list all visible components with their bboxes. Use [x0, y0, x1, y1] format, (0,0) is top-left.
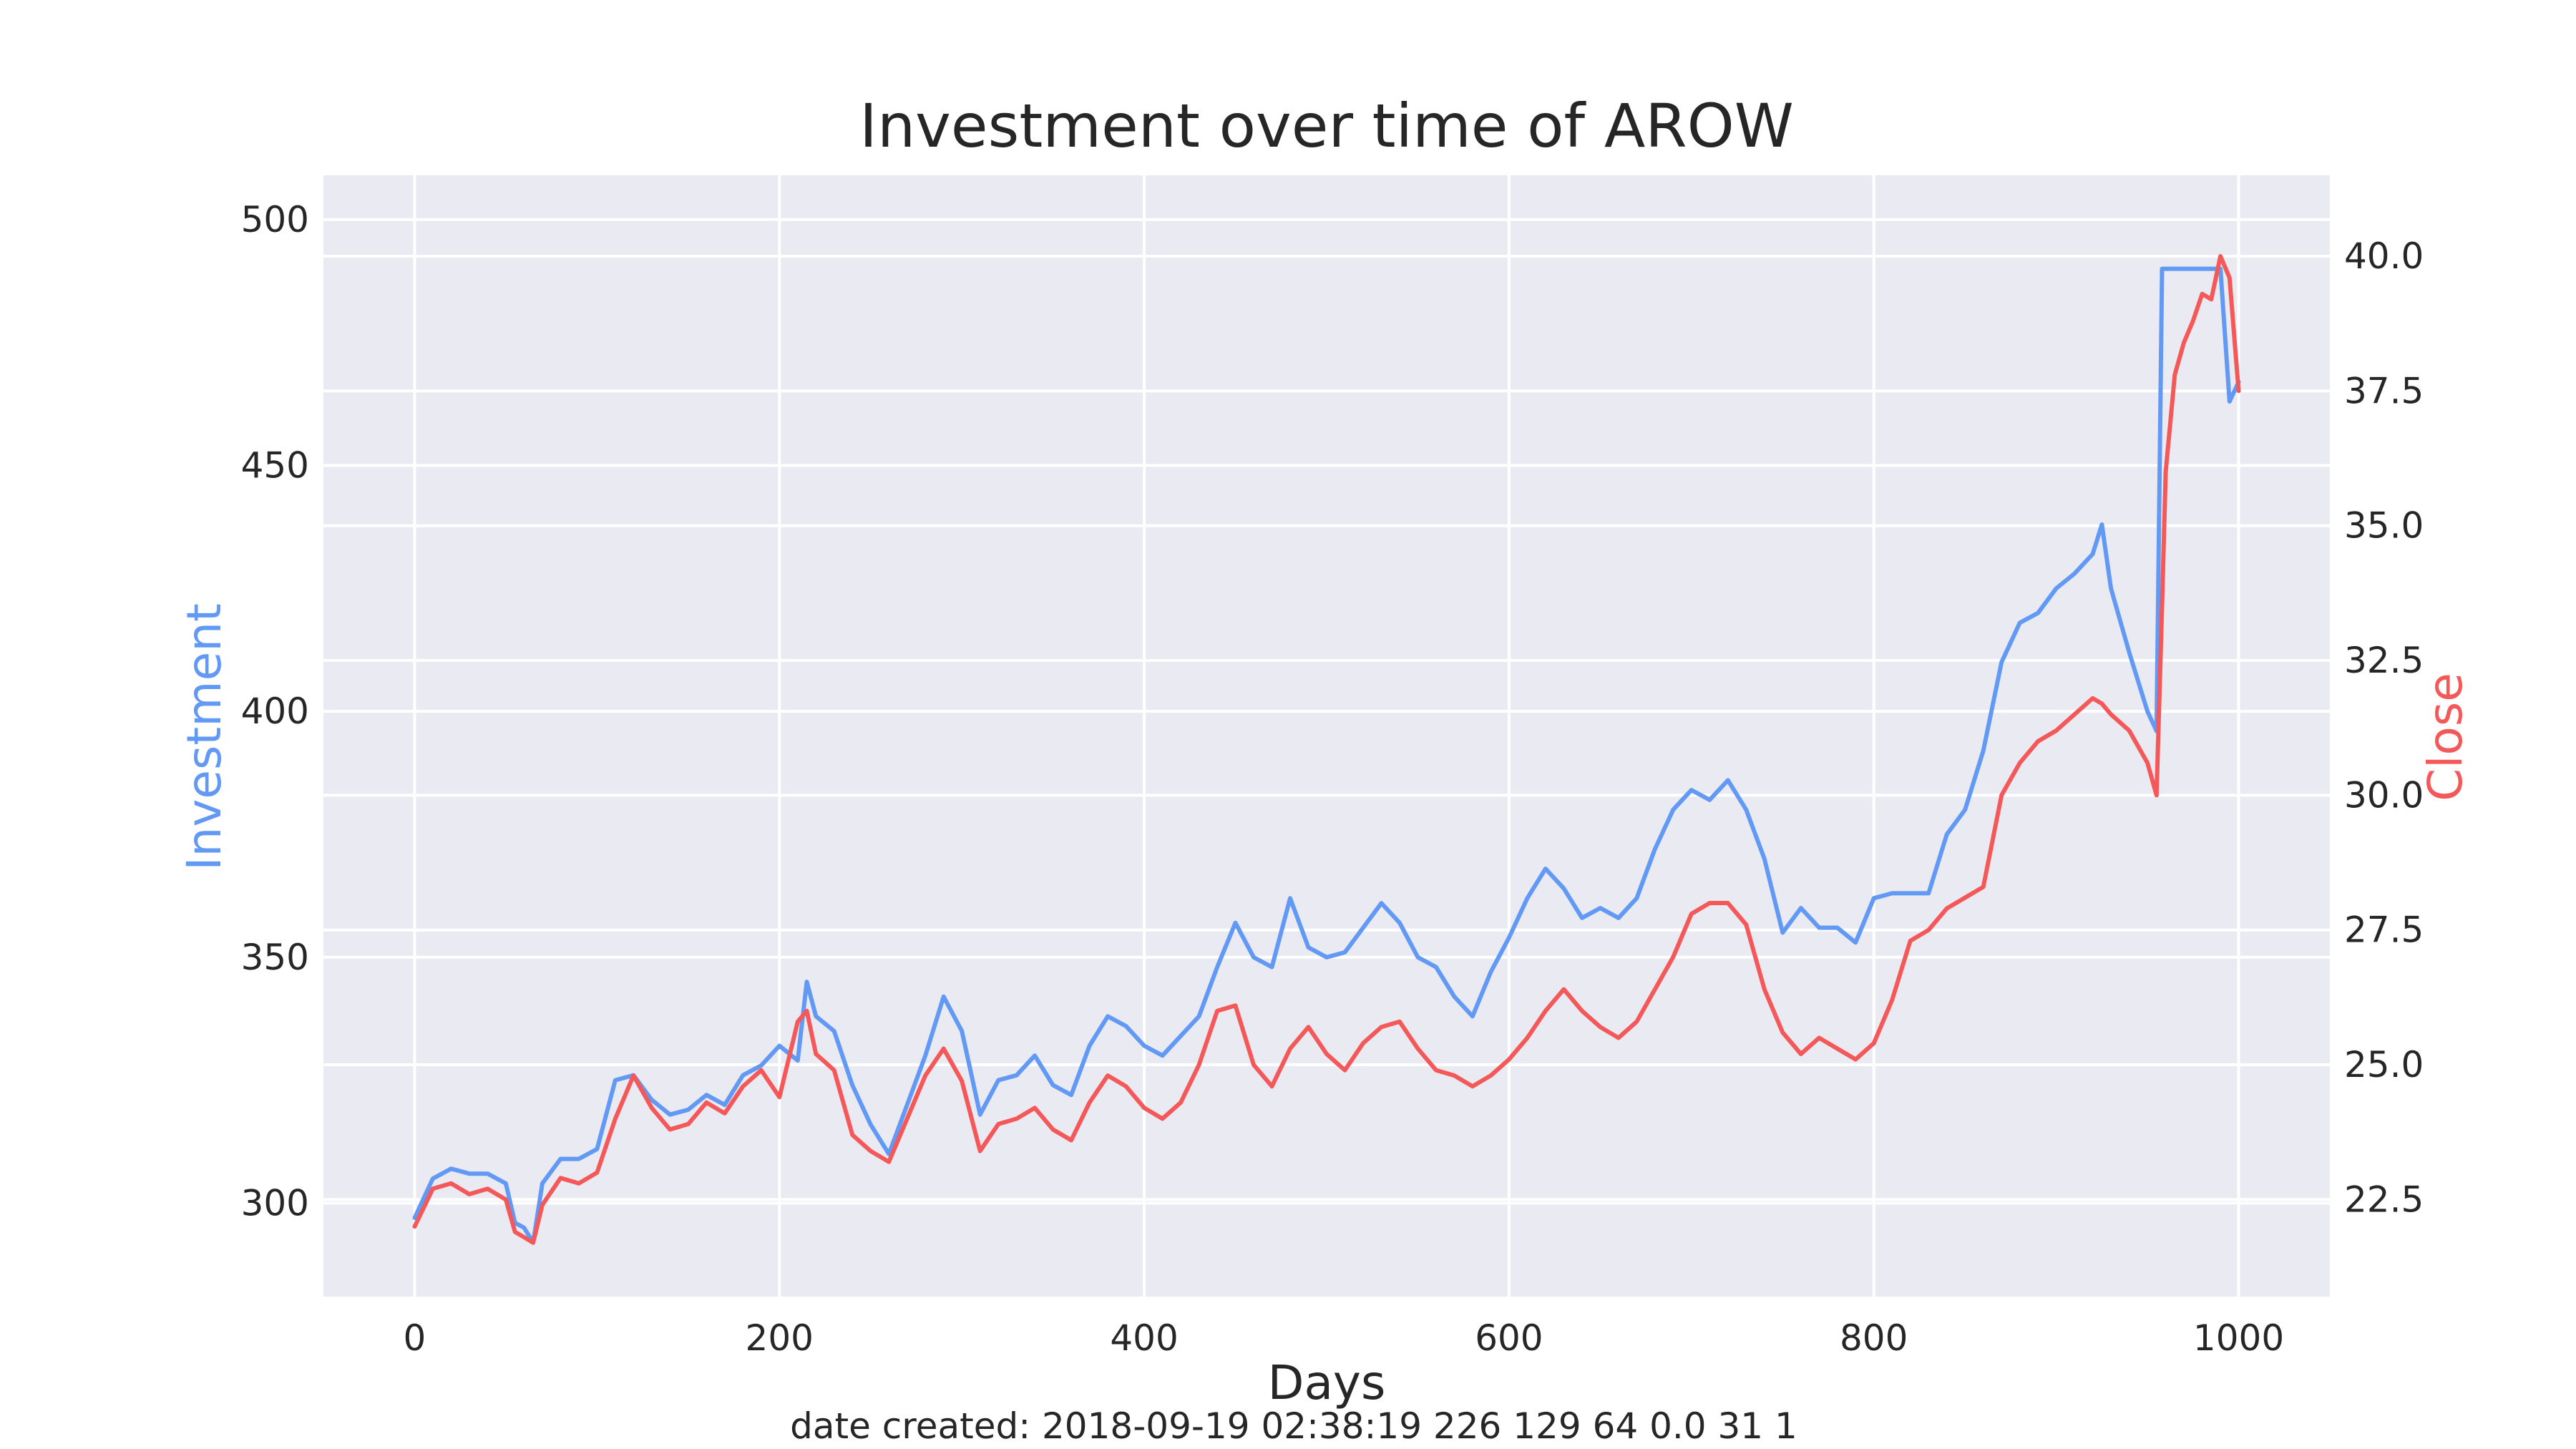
left-y-tick-label: 400	[241, 691, 309, 732]
left-y-axis-label: Investment	[177, 603, 232, 871]
right-y-tick-label: 22.5	[2344, 1179, 2424, 1220]
x-tick-label: 400	[1110, 1317, 1178, 1359]
plot-background	[323, 175, 2330, 1297]
series-line-investment	[412, 266, 2241, 1245]
x-tick-label: 800	[1840, 1317, 1908, 1359]
right-y-tick-label: 32.5	[2344, 640, 2424, 681]
x-tick-label: 200	[746, 1317, 814, 1359]
x-gridlines	[413, 175, 2240, 1297]
x-tick-labels: 0 200 400 600 800 1000	[404, 1317, 2285, 1359]
left-y-tick-label: 450	[241, 444, 309, 486]
x-axis-label: Days	[1268, 1355, 1386, 1410]
left-y-tick-label: 350	[241, 937, 309, 978]
right-y-tick-labels: 22.5 25.0 27.5 30.0 32.5 35.0 37.5 40.0	[2344, 235, 2424, 1220]
right-y-tick-label: 30.0	[2344, 774, 2424, 816]
right-y-tick-label: 35.0	[2344, 505, 2424, 547]
right-y-tick-label: 25.0	[2344, 1044, 2424, 1085]
right-y-tick-label: 40.0	[2344, 235, 2424, 277]
right-y-tick-label: 27.5	[2344, 909, 2424, 951]
right-y-gridlines	[323, 255, 2330, 1201]
left-y-tick-labels: 300 350 400 450 500	[241, 199, 309, 1224]
left-y-gridlines	[323, 218, 2330, 1205]
series-line-close	[412, 254, 2241, 1245]
x-tick-label: 600	[1475, 1317, 1543, 1359]
footer-date-created: date created: 2018-09-19 02:38:19 226 12…	[790, 1405, 1797, 1447]
series-layer	[412, 254, 2241, 1245]
x-tick-label: 0	[404, 1317, 426, 1359]
x-tick-label: 1000	[2193, 1317, 2284, 1359]
left-y-tick-label: 500	[241, 199, 309, 240]
right-y-tick-label: 37.5	[2344, 370, 2424, 411]
chart-title: Investment over time of AROW	[859, 91, 1794, 161]
right-y-axis-label: Close	[2418, 673, 2473, 801]
left-y-tick-label: 300	[241, 1182, 309, 1224]
